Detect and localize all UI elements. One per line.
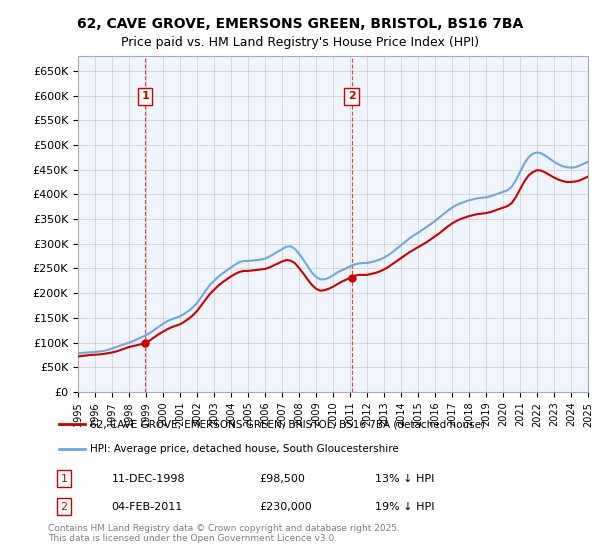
Text: £230,000: £230,000 [259,502,312,512]
Text: 2: 2 [60,502,67,512]
Text: £98,500: £98,500 [259,474,305,484]
Text: 13% ↓ HPI: 13% ↓ HPI [376,474,435,484]
Text: 19% ↓ HPI: 19% ↓ HPI [376,502,435,512]
Text: 1: 1 [61,474,67,484]
Text: Price paid vs. HM Land Registry's House Price Index (HPI): Price paid vs. HM Land Registry's House … [121,36,479,49]
Text: 62, CAVE GROVE, EMERSONS GREEN, BRISTOL, BS16 7BA: 62, CAVE GROVE, EMERSONS GREEN, BRISTOL,… [77,17,523,31]
Text: Contains HM Land Registry data © Crown copyright and database right 2025.
This d: Contains HM Land Registry data © Crown c… [48,524,400,543]
Text: 04-FEB-2011: 04-FEB-2011 [112,502,182,512]
Text: 1: 1 [141,91,149,101]
Text: 2: 2 [348,91,356,101]
Text: 62, CAVE GROVE, EMERSONS GREEN, BRISTOL, BS16 7BA (detached house): 62, CAVE GROVE, EMERSONS GREEN, BRISTOL,… [90,419,485,429]
Text: 11-DEC-1998: 11-DEC-1998 [112,474,185,484]
Text: HPI: Average price, detached house, South Gloucestershire: HPI: Average price, detached house, Sout… [90,445,399,454]
